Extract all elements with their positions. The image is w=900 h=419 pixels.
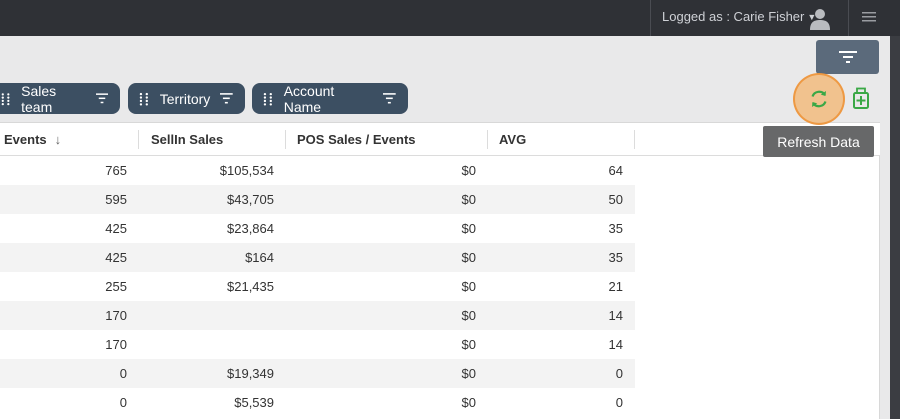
cell-avg: 50	[608, 192, 623, 207]
cell-sellin-sales: $5,539	[234, 395, 274, 410]
cell-events: 0	[119, 395, 127, 410]
column-header-events[interactable]: Events ↓	[4, 123, 61, 156]
cell-sellin-sales: $43,705	[227, 192, 274, 207]
column-header-label: SellIn Sales	[151, 132, 224, 147]
table-row[interactable]: 170 $0 14	[0, 330, 635, 359]
chip-label: Account Name	[283, 82, 335, 115]
table-row[interactable]: 0 $19,349 $0 0	[0, 359, 635, 388]
cell-events: 255	[105, 279, 127, 294]
cell-sellin-sales: $19,349	[227, 366, 274, 381]
cell-events: 0	[119, 366, 127, 381]
column-header-avg[interactable]: AVG	[499, 123, 526, 156]
cell-sellin-sales	[140, 330, 274, 359]
cell-avg: 14	[608, 308, 623, 323]
cell-events: 425	[105, 250, 127, 265]
refresh-data-tooltip: Refresh Data	[763, 126, 874, 157]
caret-down-icon: ▼	[807, 11, 817, 22]
column-header-label: POS Sales / Events	[297, 132, 416, 147]
cell-avg: 64	[608, 163, 623, 178]
group-chip-account-name[interactable]: Account Name	[252, 82, 408, 115]
group-chip-territory[interactable]: Territory	[128, 83, 245, 114]
export-excel-icon[interactable]	[851, 87, 871, 109]
column-resize-handle[interactable]	[487, 130, 488, 149]
sort-down-arrow-icon: ↓	[54, 132, 62, 147]
cell-pos-sales: $0	[461, 308, 476, 323]
chip-label: Territory	[159, 90, 211, 107]
cell-avg: 21	[608, 279, 623, 294]
cell-sellin-sales: $21,435	[227, 279, 274, 294]
cell-avg: 14	[608, 337, 623, 352]
column-header-sellin-sales[interactable]: SellIn Sales	[151, 123, 223, 156]
cell-avg: 0	[615, 395, 623, 410]
table-row[interactable]: 255 $21,435 $0 21	[0, 272, 635, 301]
refresh-data-button[interactable]	[793, 73, 845, 125]
cell-pos-sales: $0	[461, 366, 476, 381]
cell-events: 170	[105, 337, 127, 352]
cell-pos-sales: $0	[461, 192, 476, 207]
cell-pos-sales: $0	[461, 279, 476, 294]
cell-pos-sales: $0	[461, 250, 476, 265]
cell-sellin-sales: $164	[245, 250, 274, 265]
cell-sellin-sales: $23,864	[227, 221, 274, 236]
cell-pos-sales: $0	[461, 221, 476, 236]
navbar-divider	[848, 0, 849, 36]
table-row[interactable]: 595 $43,705 $0 50	[0, 185, 635, 214]
drag-handle-icon[interactable]	[138, 92, 150, 106]
cell-avg: 35	[608, 250, 623, 265]
data-grid: Events ↓ SellIn Sales POS Sales / Events…	[0, 122, 880, 419]
cell-pos-sales: $0	[461, 337, 476, 352]
column-header-label: AVG	[499, 132, 527, 147]
cell-events: 425	[105, 221, 127, 236]
cell-pos-sales: $0	[461, 163, 476, 178]
filter-icon	[838, 51, 857, 63]
tooltip-text: Refresh Data	[777, 133, 860, 150]
column-header-pos-sales-events[interactable]: POS Sales / Events	[297, 123, 416, 156]
scrollbar-track[interactable]	[890, 36, 900, 419]
refresh-icon	[811, 90, 827, 108]
cell-avg: 0	[615, 366, 623, 381]
table-header: Events ↓ SellIn Sales POS Sales / Events…	[0, 123, 880, 156]
group-chip-sales-team[interactable]: Sales team	[0, 82, 120, 115]
chip-label: Sales team	[21, 82, 57, 115]
filter-icon[interactable]	[220, 93, 233, 104]
table-row[interactable]: 765 $105,534 $0 64	[0, 156, 635, 185]
filter-icon[interactable]	[95, 93, 108, 104]
user-menu[interactable]: Logged as : Carie Fisher ▼	[662, 9, 816, 24]
navbar-divider	[650, 0, 651, 36]
cell-events: 765	[105, 163, 127, 178]
table-row[interactable]: 425 $164 $0 35	[0, 243, 635, 272]
cell-pos-sales: $0	[461, 395, 476, 410]
user-label: Logged as : Carie Fisher	[662, 9, 805, 24]
cell-events: 170	[105, 308, 127, 323]
column-header-label: Events	[4, 132, 47, 147]
cell-avg: 35	[608, 221, 623, 236]
filter-icon[interactable]	[383, 93, 396, 104]
cell-events: 595	[105, 192, 127, 207]
user-avatar-icon[interactable]	[808, 6, 832, 30]
column-resize-handle[interactable]	[634, 130, 635, 149]
table-row[interactable]: 0 $5,539 $0 0	[0, 388, 635, 417]
column-resize-handle[interactable]	[138, 130, 139, 149]
hamburger-icon[interactable]	[860, 9, 878, 25]
cell-sellin-sales	[140, 301, 274, 330]
drag-handle-icon[interactable]	[262, 92, 274, 106]
column-resize-handle[interactable]	[285, 130, 286, 149]
filter-button[interactable]	[816, 40, 879, 74]
drag-handle-icon[interactable]	[0, 92, 11, 106]
cell-sellin-sales: $105,534	[219, 163, 274, 178]
table-row[interactable]: 170 $0 14	[0, 301, 635, 330]
top-navbar: Logged as : Carie Fisher ▼	[0, 0, 900, 36]
table-row[interactable]: 425 $23,864 $0 35	[0, 214, 635, 243]
